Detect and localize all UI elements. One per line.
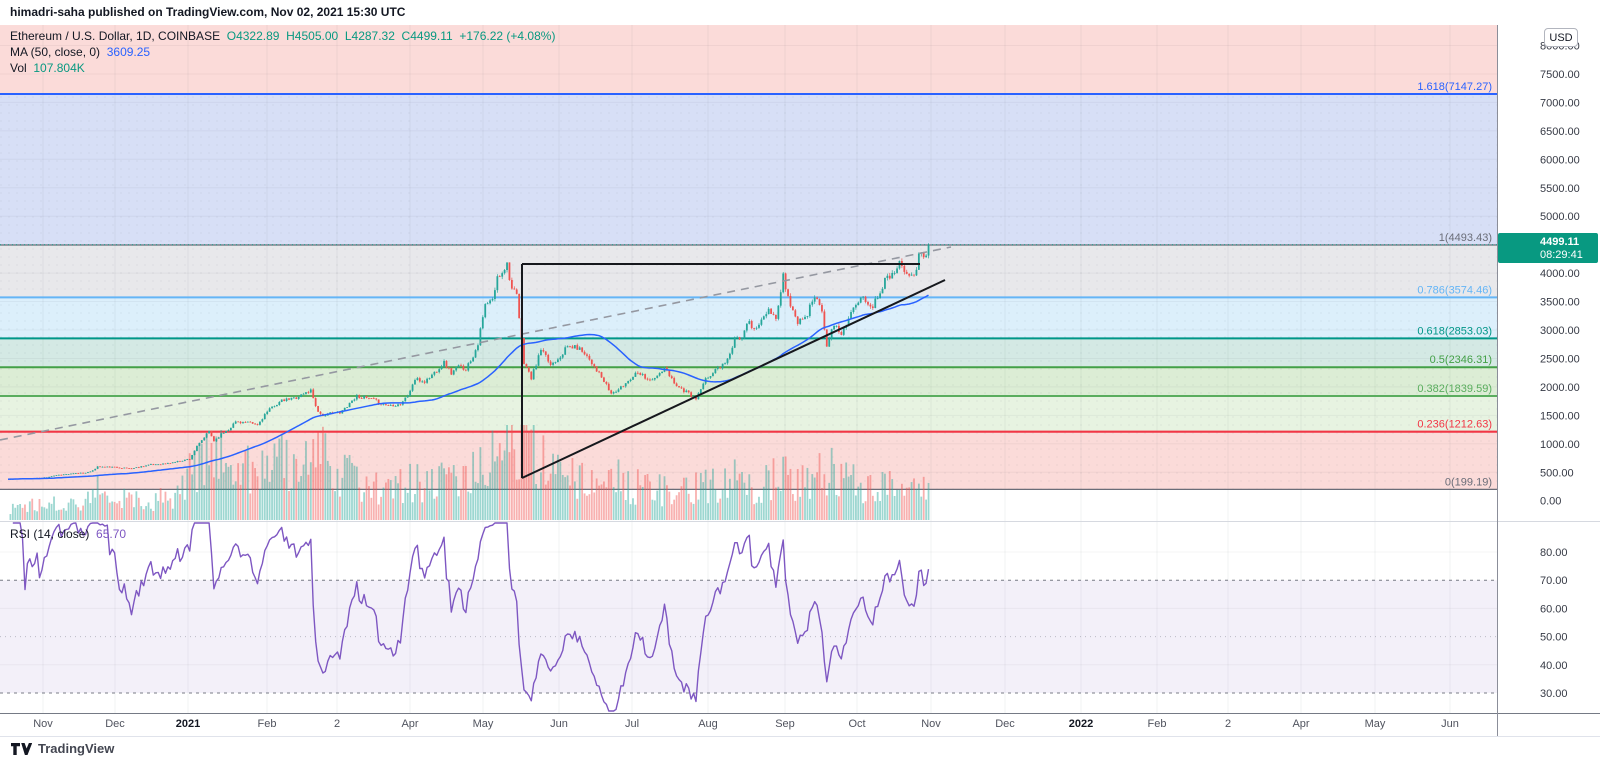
last-price-badge: 4499.11 08:29:41 xyxy=(1498,233,1598,263)
svg-text:Apr: Apr xyxy=(1292,718,1309,730)
svg-text:Apr: Apr xyxy=(401,718,418,730)
svg-text:Feb: Feb xyxy=(1148,718,1167,730)
rsi-legend: RSI (14, close) 65.70 xyxy=(10,527,126,541)
tradingview-brand-text[interactable]: TradingView xyxy=(38,741,115,756)
currency-toggle-button[interactable]: USD xyxy=(1544,28,1578,47)
svg-text:3500.00: 3500.00 xyxy=(1540,297,1580,309)
symbol-title: Ethereum / U.S. Dollar, 1D, COINBASE xyxy=(10,29,221,43)
volume-bars xyxy=(9,425,930,520)
svg-text:May: May xyxy=(473,718,494,730)
ma-indicator-label: MA (50, close, 0) xyxy=(10,45,101,59)
svg-text:Sep: Sep xyxy=(775,718,795,730)
svg-text:6500.00: 6500.00 xyxy=(1540,126,1580,138)
svg-text:1.618(7147.27): 1.618(7147.27) xyxy=(1417,81,1492,93)
time-axis[interactable]: Nov Dec 2021 Feb 2 Apr May Jun Jul Aug Sep Oct Nov De… xyxy=(33,718,1459,730)
ohlc-values: O4322.89 H4505.00 L4287.32 C4499.11 +176… xyxy=(226,29,556,43)
svg-text:Jun: Jun xyxy=(550,718,568,730)
rsi-axis[interactable]: 80.00 70.00 60.00 50.00 40.00 30.00 xyxy=(1540,547,1568,700)
svg-text:1(4493.43): 1(4493.43) xyxy=(1439,232,1492,244)
svg-text:3000.00: 3000.00 xyxy=(1540,325,1580,337)
svg-text:0.5(2346.31): 0.5(2346.31) xyxy=(1430,354,1492,366)
svg-text:0(199.19): 0(199.19) xyxy=(1445,476,1492,488)
rsi-band xyxy=(0,579,1497,694)
svg-text:30.00: 30.00 xyxy=(1540,688,1568,700)
svg-text:1000.00: 1000.00 xyxy=(1540,439,1580,451)
last-price-value: 4499.11 xyxy=(1540,236,1580,248)
svg-text:6000.00: 6000.00 xyxy=(1540,154,1580,166)
svg-text:0.786(3574.46): 0.786(3574.46) xyxy=(1417,284,1492,296)
svg-text:7500.00: 7500.00 xyxy=(1540,69,1580,81)
svg-text:80.00: 80.00 xyxy=(1540,547,1568,559)
svg-text:0.382(1839.59): 0.382(1839.59) xyxy=(1417,383,1492,395)
trendline-drawing xyxy=(0,246,952,441)
triangle-drawing xyxy=(521,263,946,479)
svg-text:2021: 2021 xyxy=(176,718,200,730)
svg-text:2500.00: 2500.00 xyxy=(1540,353,1580,365)
svg-text:50.00: 50.00 xyxy=(1540,632,1568,644)
svg-text:2022: 2022 xyxy=(1069,718,1093,730)
svg-text:Nov: Nov xyxy=(33,718,53,730)
svg-text:Aug: Aug xyxy=(698,718,718,730)
svg-text:Oct: Oct xyxy=(848,718,865,730)
svg-text:40.00: 40.00 xyxy=(1540,660,1568,672)
svg-text:7000.00: 7000.00 xyxy=(1540,97,1580,109)
svg-text:4000.00: 4000.00 xyxy=(1540,268,1580,280)
chart-legend: Ethereum / U.S. Dollar, 1D, COINBASE O43… xyxy=(10,28,555,76)
rsi-line xyxy=(12,522,930,712)
svg-text:5000.00: 5000.00 xyxy=(1540,211,1580,223)
svg-text:Feb: Feb xyxy=(258,718,277,730)
svg-text:2: 2 xyxy=(1225,718,1231,730)
svg-text:60.00: 60.00 xyxy=(1540,603,1568,615)
svg-text:0.618(2853.03): 0.618(2853.03) xyxy=(1417,325,1492,337)
svg-text:70.00: 70.00 xyxy=(1540,575,1568,587)
svg-text:May: May xyxy=(1365,718,1386,730)
publish-header: himadri-saha published on TradingView.co… xyxy=(10,5,406,19)
svg-text:5500.00: 5500.00 xyxy=(1540,183,1580,195)
svg-text:Dec: Dec xyxy=(105,718,125,730)
tradingview-logo-icon[interactable] xyxy=(10,742,32,756)
svg-text:Jul: Jul xyxy=(625,718,639,730)
svg-text:2000.00: 2000.00 xyxy=(1540,382,1580,394)
volume-indicator-value: 107.804K xyxy=(33,61,85,75)
gridlines xyxy=(0,25,1497,713)
ma-indicator-value: 3609.25 xyxy=(106,45,151,59)
svg-text:Dec: Dec xyxy=(995,718,1015,730)
fib-labels: 1.618(7147.27) 1(4493.43) 0.786(3574.46) 0.… xyxy=(1417,81,1492,488)
footer-bar: TradingView xyxy=(10,741,114,756)
svg-text:2: 2 xyxy=(334,718,340,730)
fib-zones xyxy=(0,25,1497,490)
rsi-indicator-value: 65.70 xyxy=(96,527,127,541)
svg-text:500.00: 500.00 xyxy=(1540,467,1574,479)
svg-text:Jun: Jun xyxy=(1441,718,1459,730)
pane-separators xyxy=(0,25,1600,737)
volume-indicator-label: Vol xyxy=(10,61,27,75)
bar-close-countdown: 08:29:41 xyxy=(1540,249,1583,261)
svg-text:0.236(1212.63): 0.236(1212.63) xyxy=(1417,419,1492,431)
svg-text:0.00: 0.00 xyxy=(1540,496,1561,508)
svg-text:1500.00: 1500.00 xyxy=(1540,410,1580,422)
svg-text:Nov: Nov xyxy=(921,718,941,730)
price-axis[interactable]: 8000.007500.007000.006500.006000.005500.… xyxy=(1540,41,1580,508)
rsi-indicator-label: RSI (14, close) xyxy=(10,527,90,541)
